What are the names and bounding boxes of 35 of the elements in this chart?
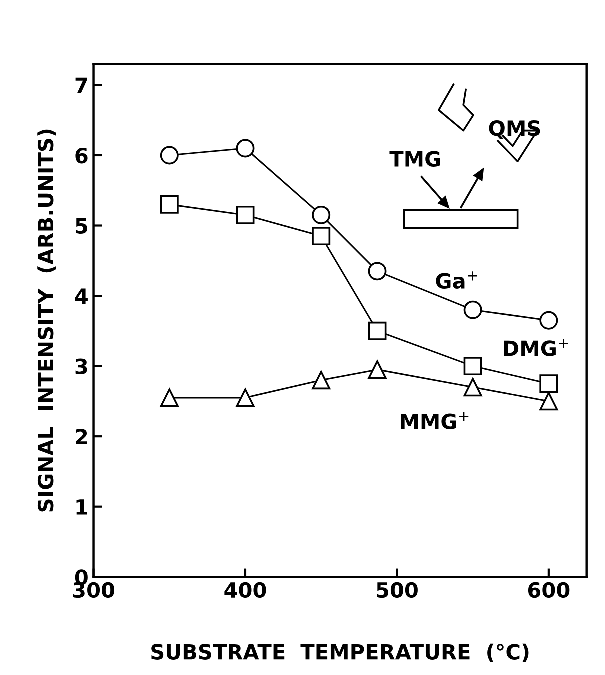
y-tick-label: 6 xyxy=(76,148,88,164)
x-axis-title: SUBSTRATE TEMPERATURE (°C) xyxy=(152,644,529,662)
point xyxy=(160,195,179,214)
y-tick-label: 5 xyxy=(76,218,88,234)
series-label: Ga$^{+}$ xyxy=(436,272,478,289)
series-label: DMG$^{+}$ xyxy=(504,338,568,356)
point xyxy=(464,357,482,376)
y-tick-label: 7 xyxy=(76,78,88,94)
point xyxy=(540,392,558,411)
point xyxy=(368,322,387,340)
point xyxy=(368,262,387,281)
annotation: QMS xyxy=(489,120,540,139)
point xyxy=(236,206,255,224)
point xyxy=(368,360,387,380)
point xyxy=(540,311,558,330)
annotation: TMG xyxy=(390,151,440,168)
point xyxy=(160,146,179,165)
point xyxy=(464,378,482,397)
point xyxy=(312,227,331,246)
x-tick-label: 400 xyxy=(224,582,266,598)
point xyxy=(540,374,558,394)
point xyxy=(312,371,331,390)
y-tick-label: 3 xyxy=(76,358,88,375)
series-label: MMG$^{+}$ xyxy=(401,412,469,430)
x-tick-label: 500 xyxy=(377,582,418,598)
y-tick-label: 4 xyxy=(75,288,88,304)
point xyxy=(160,388,179,408)
y-axis-title: SIGNAL INTENSITY (ARB.UNITS) xyxy=(38,130,56,512)
y-tick-label: 1 xyxy=(76,500,88,515)
y-tick-label: 2 xyxy=(76,429,88,444)
point xyxy=(312,206,331,224)
x-tick-label: 600 xyxy=(528,582,570,598)
point xyxy=(236,388,255,408)
point xyxy=(236,139,255,158)
point xyxy=(464,300,482,320)
